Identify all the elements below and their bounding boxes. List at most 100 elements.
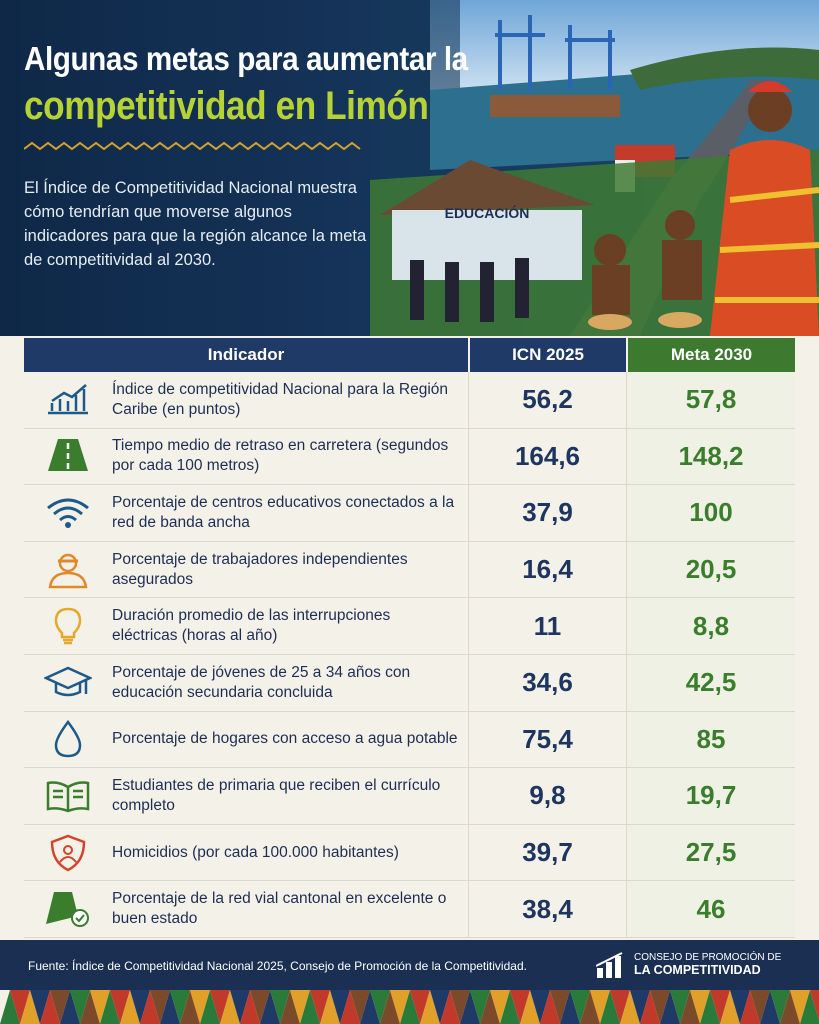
icon-cell <box>24 372 112 428</box>
header-photo: EDUCACIÓN <box>370 0 819 336</box>
pattern-piece <box>130 990 150 1024</box>
indicator: Porcentaje de la red vial cantonal en ex… <box>112 890 447 928</box>
meta-value: 27,5 <box>626 824 795 881</box>
pattern-piece <box>360 990 380 1024</box>
pattern-piece <box>270 990 290 1024</box>
icn-value: 164,6 <box>468 428 626 485</box>
pattern-piece <box>570 990 590 1024</box>
pattern-piece <box>550 990 570 1024</box>
pattern-piece <box>110 990 130 1024</box>
title-line1: Algunas metas para aumentar la <box>24 40 468 77</box>
meta-value: 19,7 <box>626 768 795 824</box>
pattern-piece <box>220 990 240 1024</box>
icon-cell <box>24 485 112 541</box>
meta-value: 148,2 <box>626 428 795 485</box>
pattern-piece <box>470 990 490 1024</box>
pattern-piece <box>720 990 740 1024</box>
pattern-piece <box>400 990 420 1024</box>
pattern-piece <box>520 990 540 1024</box>
icn-value: 11 <box>468 598 626 654</box>
pattern-piece <box>350 990 370 1024</box>
table-row: Porcentaje de trabajadores independiente… <box>24 541 795 599</box>
pattern-piece <box>640 990 660 1024</box>
pattern-piece <box>600 990 620 1024</box>
pattern-piece <box>420 990 440 1024</box>
pattern-piece <box>100 990 120 1024</box>
pattern-piece <box>680 990 700 1024</box>
pattern-piece <box>180 990 200 1024</box>
table-row: Estudiantes de primaria que reciben el c… <box>24 768 795 825</box>
indicator: Porcentaje de jóvenes de 25 a 34 años co… <box>112 663 411 701</box>
pattern-piece <box>620 990 640 1024</box>
pattern-piece <box>230 990 250 1024</box>
icon-cell <box>24 881 112 937</box>
indicator: Homicidios (por cada 100.000 habitantes) <box>112 843 399 861</box>
pattern-piece <box>500 990 520 1024</box>
logo-line2: LA COMPETITIVIDAD <box>634 963 761 977</box>
meta-value: 57,8 <box>626 372 795 428</box>
pattern-piece <box>540 990 560 1024</box>
pattern-piece <box>510 990 530 1024</box>
table-row: Duración promedio de las interrupciones … <box>24 598 795 655</box>
indicator: Índice de competitividad Nacional para l… <box>112 380 449 418</box>
row-icon <box>48 439 88 472</box>
pattern-piece <box>250 990 270 1024</box>
meta-value: 100 <box>626 485 795 541</box>
pattern-piece <box>670 990 690 1024</box>
pattern-piece <box>40 990 60 1024</box>
icn-value: 56,2 <box>468 372 626 428</box>
pattern-piece <box>0 990 20 1024</box>
meta-value: 85 <box>626 711 795 768</box>
pattern-piece <box>480 990 500 1024</box>
row-icon <box>54 607 82 645</box>
icon-cell <box>24 712 112 768</box>
pattern-piece <box>150 990 170 1024</box>
meta-value: 20,5 <box>626 541 795 598</box>
pattern-piece <box>170 990 190 1024</box>
pattern-piece <box>590 990 610 1024</box>
pattern-piece <box>260 990 280 1024</box>
meta-value: 42,5 <box>626 654 795 711</box>
col-header: ICN 2025 <box>470 338 626 372</box>
pattern-piece <box>450 990 470 1024</box>
table-row: Porcentaje de centros educativos conecta… <box>24 485 795 542</box>
pattern-piece <box>710 990 730 1024</box>
pattern-piece <box>730 990 750 1024</box>
pattern-piece <box>90 990 110 1024</box>
icn-value: 39,7 <box>468 824 626 881</box>
indicator: Estudiantes de primaria que reciben el c… <box>112 776 441 814</box>
pattern-piece <box>380 990 400 1024</box>
icn-value: 38,4 <box>468 881 626 937</box>
pattern-piece <box>750 990 770 1024</box>
meta-value: 46 <box>626 881 795 937</box>
col-header: Indicador <box>24 338 468 372</box>
pattern-piece <box>660 990 680 1024</box>
indicator: Porcentaje de centros educativos conecta… <box>112 493 455 531</box>
pattern-piece <box>70 990 90 1024</box>
source: Fuente: Índice de Competitividad Naciona… <box>28 959 527 973</box>
indicator: Porcentaje de trabajadores independiente… <box>112 550 408 588</box>
logo: CONSEJO DE PROMOCIÓN DE LA COMPETITIVIDAD <box>596 952 781 978</box>
pattern-piece <box>530 990 550 1024</box>
pattern-piece <box>460 990 480 1024</box>
icon-cell <box>24 429 112 485</box>
logo-line1: CONSEJO DE PROMOCIÓN DE <box>634 952 782 963</box>
pattern-piece <box>50 990 70 1024</box>
logo-icon <box>596 952 623 978</box>
pattern-piece <box>320 990 340 1024</box>
icon-cell <box>24 768 112 824</box>
pattern-piece <box>310 990 330 1024</box>
pattern-piece <box>490 990 510 1024</box>
table-row: Porcentaje de la red vial cantonal en ex… <box>24 881 795 938</box>
pattern-piece <box>330 990 350 1024</box>
icn-value: 16,4 <box>468 541 626 598</box>
pattern-piece <box>370 990 390 1024</box>
table-row: Índice de competitividad Nacional para l… <box>24 372 795 429</box>
icon-cell <box>24 825 112 881</box>
table-row: Porcentaje de jóvenes de 25 a 34 años co… <box>24 654 795 712</box>
pattern-piece <box>20 990 40 1024</box>
icn-value: 9,8 <box>468 768 626 824</box>
table-row: Tiempo medio de retraso en carretera (se… <box>24 428 795 486</box>
pattern-piece <box>740 990 760 1024</box>
